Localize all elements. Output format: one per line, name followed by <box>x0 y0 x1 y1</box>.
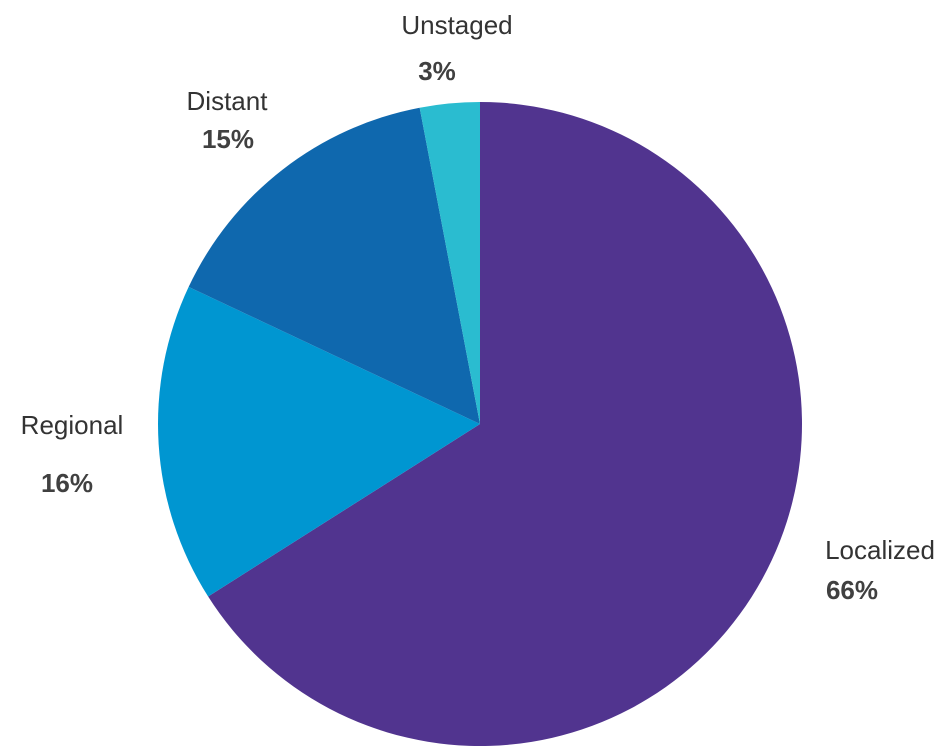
slices-layer <box>158 102 803 746</box>
slice-value-unstaged: 3% <box>418 56 456 86</box>
pie-slice-unstaged <box>419 102 480 424</box>
slice-label-unstaged: Unstaged <box>401 10 512 40</box>
slice-label-regional: Regional <box>21 410 124 440</box>
slice-label-localized: Localized <box>825 535 935 565</box>
pie-slice-regional <box>158 286 480 597</box>
slice-value-distant: 15% <box>202 124 254 154</box>
pie-slice-localized <box>208 102 803 746</box>
pie-slice-distant <box>188 107 480 424</box>
slice-value-regional: 16% <box>41 468 93 498</box>
labels-layer: Localized 66% Regional 16% Distant 15% U… <box>21 10 935 605</box>
slice-label-distant: Distant <box>187 86 269 116</box>
slice-value-localized: 66% <box>826 575 878 605</box>
